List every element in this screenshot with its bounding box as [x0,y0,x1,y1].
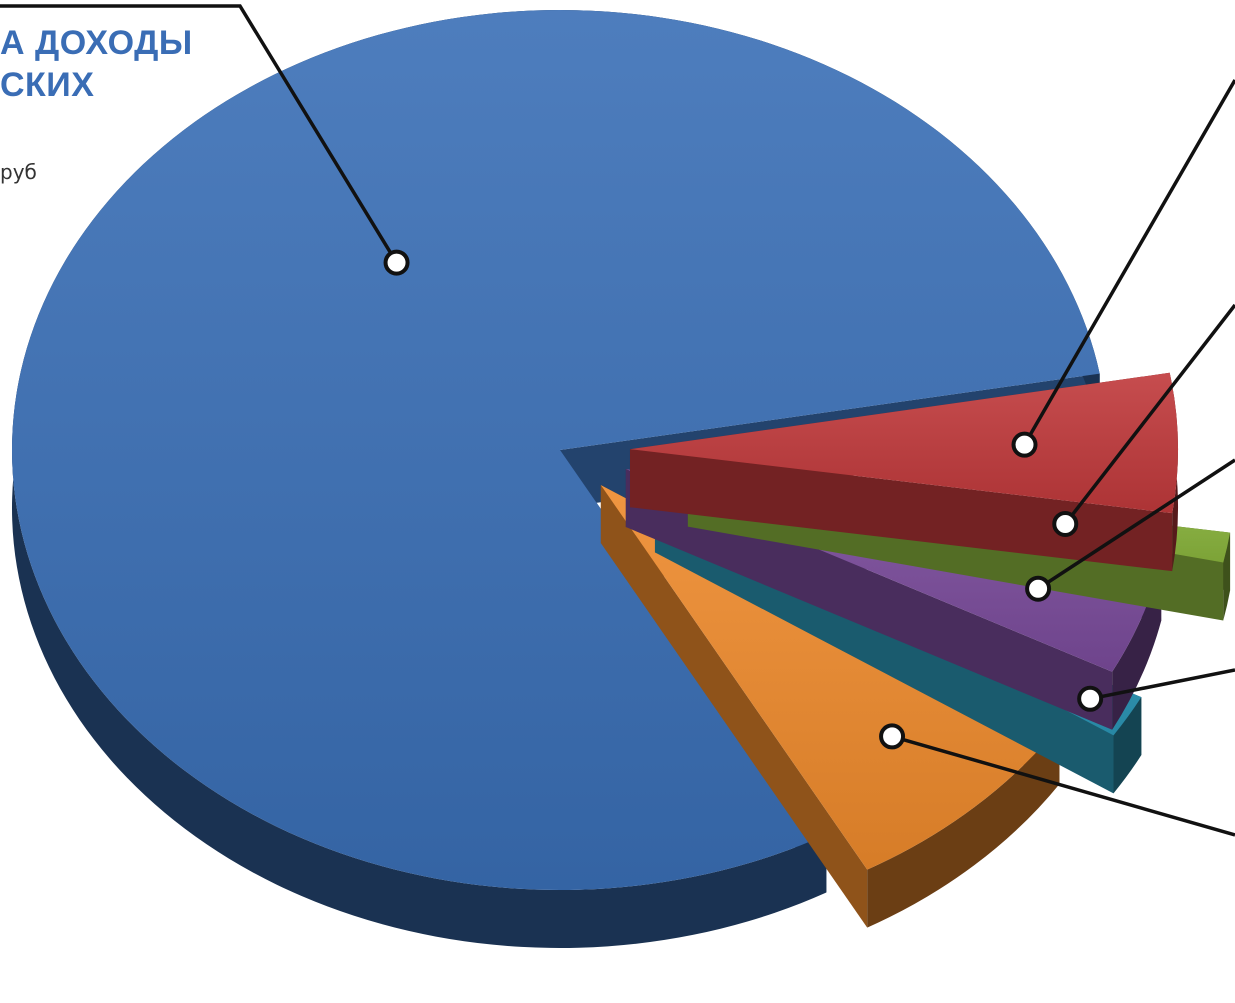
callout-lines [0,4,1235,837]
callout-line [1063,303,1235,526]
pie-slice-sheen [629,372,1178,514]
pie-slices [11,9,1231,948]
chart-title: А ДОХОДЫ СКИХ [0,24,193,104]
callout-line [0,4,399,264]
pie-slice-cut-face [600,485,868,928]
callout-marker [383,249,410,276]
pie-slice-2 [629,372,1178,572]
callout-marker [879,723,906,750]
unit-label: руб [0,160,37,184]
pie-slice-sheen [11,9,1100,891]
pie-slice-side [1223,532,1231,621]
callout-line [1037,458,1235,591]
callout-line [1022,79,1235,446]
callout-line [891,734,1235,837]
pie-slice-side [867,726,1060,928]
callout-marker [1025,575,1052,602]
callout-line [1089,668,1235,701]
callout-marker [1077,685,1104,712]
callout-marker [1011,431,1038,458]
pie-slice-side [1113,697,1142,794]
pie-slice-cut-face [629,449,1173,572]
callout-marker [1052,510,1079,537]
